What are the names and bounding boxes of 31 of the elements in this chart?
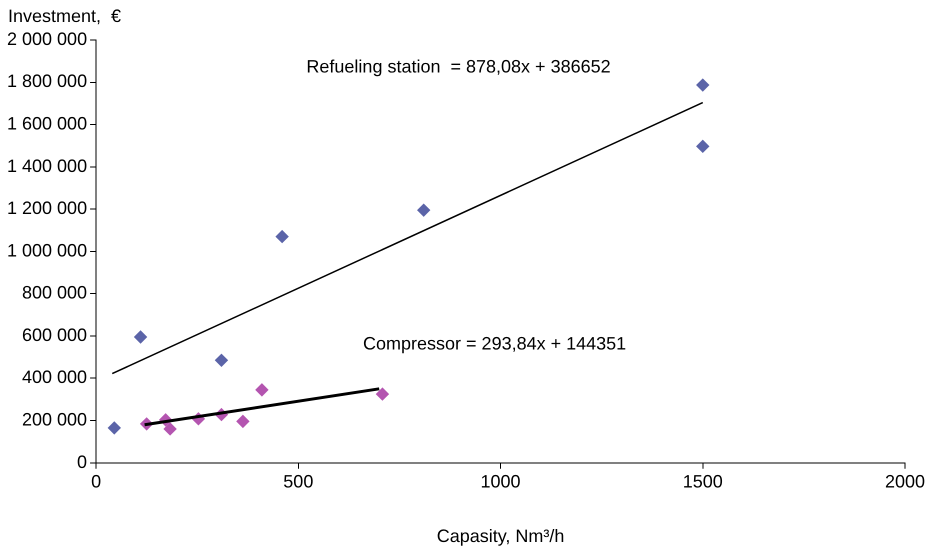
point — [164, 422, 177, 436]
point — [696, 140, 710, 153]
point — [276, 230, 289, 244]
x-tick-label: 500 — [283, 472, 314, 492]
y-axis-title: Investment, € — [8, 6, 122, 26]
point — [108, 421, 121, 434]
x-tick-label: 2000 — [884, 472, 926, 492]
y-tick-label: 1 000 000 — [7, 240, 88, 260]
x-axis-title: Capasity, Nm³/h — [436, 526, 564, 546]
y-tick-label: 800 000 — [22, 282, 88, 303]
point — [417, 204, 430, 217]
point — [236, 414, 250, 428]
point — [134, 330, 148, 344]
x-tick-label: 1500 — [682, 472, 723, 492]
y-tick-label: 2 000 000 — [7, 28, 88, 49]
y-tick-label: 1 400 000 — [7, 156, 88, 176]
point — [255, 383, 268, 396]
y-tick-label: 600 000 — [22, 324, 88, 345]
y-tick-label: 400 000 — [22, 367, 88, 388]
y-tick-label: 1 800 000 — [7, 71, 88, 92]
y-tick-label: 1 600 000 — [7, 114, 88, 134]
y-tick-label: 1 200 000 — [7, 198, 88, 218]
point — [214, 354, 228, 367]
annotation: Compressor = 293,84x + 144351 — [363, 333, 626, 354]
annotation: Refueling station = 878,08x + 386652 — [306, 56, 611, 76]
x-tick-label: 0 — [91, 472, 102, 492]
y-tick-label: 0 — [77, 452, 88, 472]
y-tick-label: 200 000 — [22, 409, 88, 430]
point — [696, 78, 710, 92]
point — [376, 388, 389, 401]
x-tick-label: 1000 — [480, 472, 521, 492]
